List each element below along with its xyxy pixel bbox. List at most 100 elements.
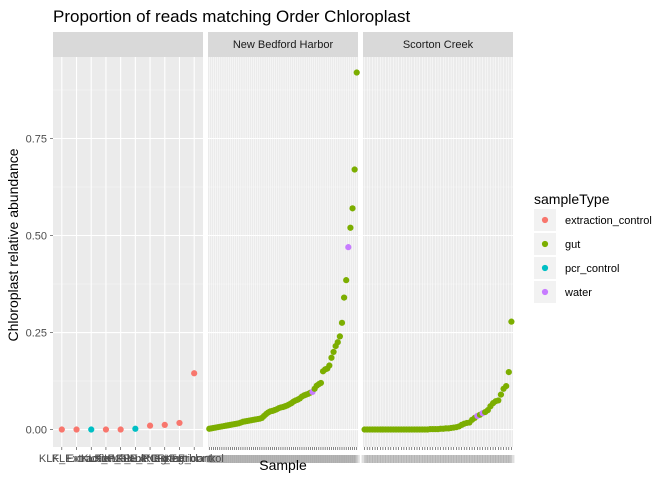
x-tick-label-mark — [307, 455, 314, 463]
facet-strip — [208, 32, 358, 57]
y-axis: 0.00 0.25 0.50 0.75 — [26, 133, 53, 437]
x-tick-label-mark — [372, 455, 379, 463]
x-tick-label-mark — [455, 455, 462, 463]
x-tick-label-mark — [286, 455, 293, 463]
x-tick-label-mark — [390, 455, 397, 463]
x-tick-label-mark — [225, 455, 232, 463]
x-tick-label-mark — [334, 455, 341, 463]
x-tick-label-mark — [280, 455, 286, 463]
x-tick-label-mark — [301, 455, 308, 463]
x-tick-label-mark — [374, 455, 381, 463]
x-tick-label-mark — [303, 455, 310, 463]
x-tick-label-mark — [469, 455, 476, 463]
x-tick-label-mark — [466, 455, 473, 463]
x-tick-label-mark — [387, 455, 394, 463]
data-point — [349, 205, 356, 212]
facet-strip — [363, 32, 513, 57]
x-tick-label: KLF_control — [165, 453, 224, 465]
x-tick-label-mark — [393, 455, 400, 463]
x-tick-label-mark — [379, 455, 386, 463]
x-tick-label-mark — [497, 455, 504, 463]
x-tick-label: KLF_PCRneg — [116, 453, 184, 465]
x-tick-label-mark — [242, 455, 249, 463]
x-tick-label-mark — [290, 455, 297, 463]
data-point — [58, 426, 65, 433]
x-tick-label-mark — [214, 455, 221, 463]
x-tick-label-mark — [442, 455, 449, 463]
x-tick-label-mark — [351, 455, 358, 463]
x-tick-label-mark — [345, 455, 352, 463]
x-tick-label-mark — [408, 455, 415, 463]
x-tick-label-mark — [347, 455, 354, 463]
facet-strip-label: New Bedford Harbor — [233, 39, 334, 51]
x-tick-label-mark — [427, 455, 434, 463]
x-tick-label-mark — [471, 455, 478, 463]
x-tick-label-mark — [382, 455, 389, 463]
x-tick-label-mark — [265, 455, 272, 463]
x-tick-label-mark — [216, 455, 223, 463]
data-point — [505, 369, 512, 376]
x-tick-label-mark — [250, 455, 257, 463]
legend-label: pcr_control — [565, 263, 619, 275]
legend-key-water — [541, 288, 549, 296]
data-point — [497, 391, 505, 398]
x-tick-label-mark — [353, 455, 360, 463]
x-tick-label-mark — [267, 455, 274, 463]
legend-key-gut — [541, 240, 549, 248]
x-tick-label-mark — [445, 455, 452, 463]
x-tick-label-mark — [364, 455, 371, 463]
data-point — [330, 348, 337, 356]
data-point — [353, 69, 360, 76]
data-point — [336, 333, 343, 340]
chart-title: Proportion of reads matching Order Chlor… — [53, 7, 410, 26]
x-tick-label-mark — [474, 455, 481, 463]
x-tick-label-mark — [505, 455, 512, 463]
x-tick-label-mark — [324, 455, 331, 463]
x-tick-label-mark — [461, 455, 468, 463]
legend-label: water — [564, 287, 592, 299]
x-tick-label-mark — [210, 455, 217, 463]
x-tick-label-mark — [435, 455, 441, 463]
data-point — [340, 294, 348, 301]
legend-key-pcr_control — [541, 264, 549, 272]
x-tick-label-mark — [453, 455, 460, 463]
x-tick-label-mark — [322, 455, 329, 463]
panel-background — [53, 57, 203, 447]
x-tick-label-mark — [482, 455, 489, 463]
data-point — [88, 426, 95, 433]
x-tick-label: Extraction — [67, 453, 116, 465]
x-tick-label-mark — [366, 455, 373, 463]
data-point — [328, 354, 335, 361]
x-tick-label-mark — [248, 455, 255, 463]
x-tick-label-mark — [311, 455, 318, 463]
facet-panel-1: New Bedford Harbor — [206, 32, 360, 463]
x-tick-label-mark — [330, 455, 337, 463]
data-point — [326, 362, 333, 369]
x-axis-title: Sample — [259, 457, 307, 473]
x-tick-label-mark — [244, 455, 251, 463]
x-tick-label-mark — [332, 455, 339, 463]
legend-title: sampleType — [534, 191, 610, 207]
x-tick-label-mark — [328, 455, 335, 463]
x-tick-label-mark — [400, 455, 407, 463]
x-tick-label-mark — [437, 455, 444, 463]
x-tick-label-mark — [271, 455, 278, 463]
data-point — [351, 166, 358, 173]
legend-label: extraction_control — [565, 215, 652, 227]
data-point — [338, 319, 346, 326]
x-tick-label-mark — [227, 455, 234, 463]
x-tick-label-mark — [343, 455, 350, 463]
x-tick-label-mark — [235, 455, 242, 463]
x-tick-label-mark — [252, 455, 259, 463]
legend-key-extraction_control — [541, 216, 549, 224]
x-tick-label-mark — [305, 455, 312, 463]
data-point — [191, 370, 198, 377]
x-tick-label-mark — [284, 455, 291, 463]
x-tick-label-mark — [458, 455, 465, 463]
x-tick-label-mark — [424, 455, 431, 463]
x-tick-label: KLF_blank — [94, 453, 147, 465]
x-tick-label-mark — [317, 455, 324, 463]
y-tick-label: 0.50 — [26, 231, 47, 243]
x-tick-label-mark — [256, 455, 263, 463]
